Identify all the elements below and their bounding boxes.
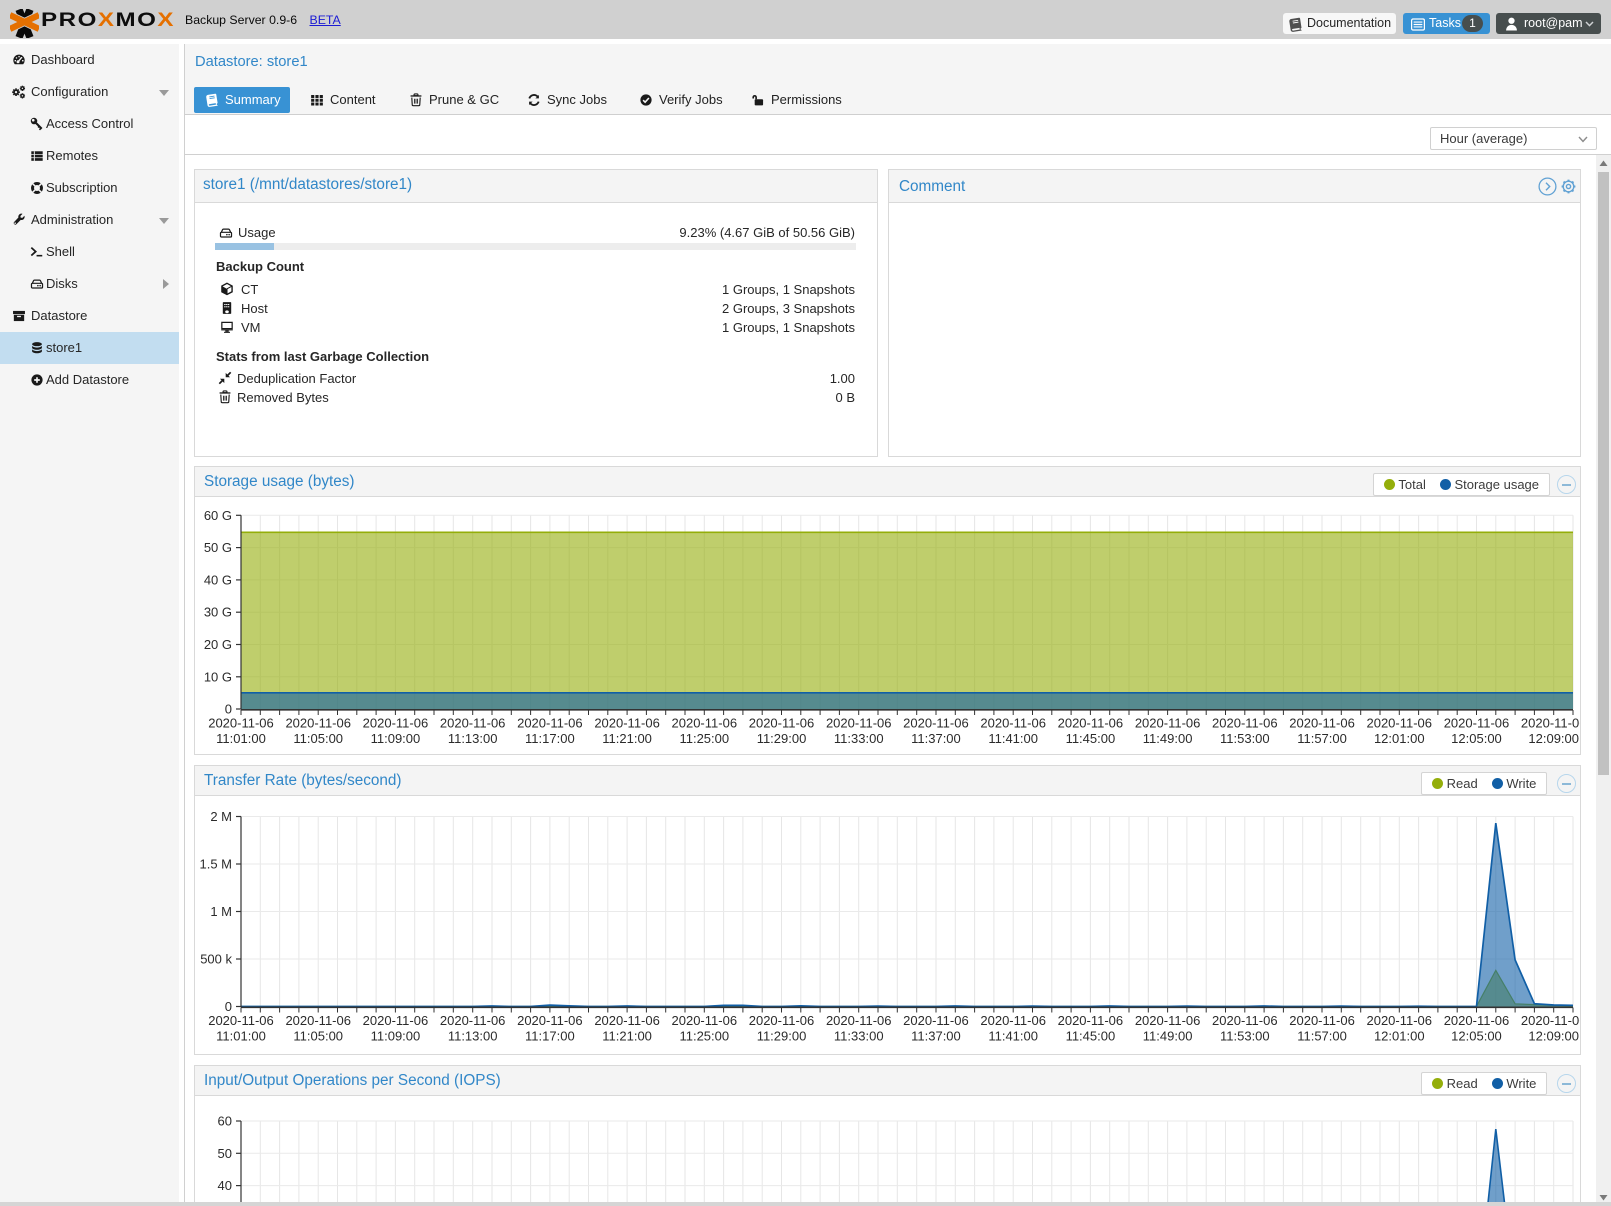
svg-text:11:17:00: 11:17:00 [525, 731, 575, 746]
svg-text:12:09:00: 12:09:00 [1528, 731, 1579, 746]
svg-text:12:05:00: 12:05:00 [1451, 731, 1502, 746]
svg-text:50: 50 [218, 1146, 232, 1161]
svg-text:2020-11-06: 2020-11-06 [440, 716, 506, 731]
svg-text:11:45:00: 11:45:00 [1066, 1029, 1116, 1044]
svg-text:11:33:00: 11:33:00 [834, 1029, 884, 1044]
svg-text:12:01:00: 12:01:00 [1374, 731, 1425, 746]
svg-text:11:25:00: 11:25:00 [679, 731, 729, 746]
svg-text:2020-11-06: 2020-11-06 [749, 1013, 815, 1028]
svg-text:2020-11-06: 2020-11-06 [672, 1013, 738, 1028]
svg-text:2020-11-06: 2020-11-06 [1135, 1013, 1201, 1028]
svg-text:2020-11-06: 2020-11-06 [285, 1013, 351, 1028]
svg-text:2 M: 2 M [210, 809, 232, 824]
svg-text:2020-11-06: 2020-11-06 [363, 1013, 429, 1028]
svg-text:2020-11-06: 2020-11-06 [1444, 1013, 1510, 1028]
svg-text:11:45:00: 11:45:00 [1066, 731, 1116, 746]
svg-text:2020-11-06: 2020-11-06 [517, 716, 583, 731]
svg-text:2020-11-06: 2020-11-06 [208, 1013, 274, 1028]
svg-text:2020-11-06: 2020-11-06 [1212, 1013, 1278, 1028]
svg-text:2020-11-06: 2020-11-06 [903, 716, 969, 731]
svg-text:0: 0 [225, 999, 232, 1014]
svg-text:11:53:00: 11:53:00 [1220, 1029, 1270, 1044]
svg-text:11:13:00: 11:13:00 [448, 1029, 498, 1044]
svg-text:1 M: 1 M [210, 904, 232, 919]
svg-text:1.5 M: 1.5 M [199, 857, 232, 872]
svg-text:11:01:00: 11:01:00 [216, 1029, 266, 1044]
svg-text:12:09:00: 12:09:00 [1528, 1029, 1579, 1044]
svg-text:11:57:00: 11:57:00 [1297, 1029, 1347, 1044]
svg-text:11:37:00: 11:37:00 [911, 731, 961, 746]
svg-text:11:49:00: 11:49:00 [1143, 1029, 1193, 1044]
svg-text:11:41:00: 11:41:00 [988, 731, 1038, 746]
svg-text:2020-11-06: 2020-11-06 [826, 716, 892, 731]
svg-text:2020-11-06: 2020-11-06 [749, 716, 815, 731]
svg-text:2020-11-06: 2020-11-06 [1366, 1013, 1432, 1028]
svg-text:2020-11-06: 2020-11-06 [1521, 716, 1580, 731]
svg-text:11:53:00: 11:53:00 [1220, 731, 1270, 746]
svg-text:2020-11-06: 2020-11-06 [363, 716, 429, 731]
svg-text:11:29:00: 11:29:00 [757, 1029, 807, 1044]
svg-text:11:57:00: 11:57:00 [1297, 731, 1347, 746]
svg-text:2020-11-06: 2020-11-06 [594, 716, 660, 731]
svg-text:12:01:00: 12:01:00 [1374, 1029, 1425, 1044]
svg-text:11:21:00: 11:21:00 [602, 731, 652, 746]
svg-text:50 G: 50 G [204, 540, 232, 555]
svg-text:2020-11-06: 2020-11-06 [1366, 716, 1432, 731]
svg-text:40 G: 40 G [204, 572, 232, 587]
svg-text:11:41:00: 11:41:00 [988, 1029, 1038, 1044]
svg-text:2020-11-06: 2020-11-06 [594, 1013, 660, 1028]
svg-text:12:05:00: 12:05:00 [1451, 1029, 1502, 1044]
svg-text:11:33:00: 11:33:00 [834, 731, 884, 746]
svg-text:11:49:00: 11:49:00 [1143, 731, 1193, 746]
svg-text:2020-11-06: 2020-11-06 [1058, 1013, 1124, 1028]
svg-text:11:37:00: 11:37:00 [911, 1029, 961, 1044]
svg-text:11:21:00: 11:21:00 [602, 1029, 652, 1044]
svg-text:20 G: 20 G [204, 637, 232, 652]
svg-text:2020-11-06: 2020-11-06 [1521, 1013, 1580, 1028]
svg-text:2020-11-06: 2020-11-06 [1212, 716, 1278, 731]
svg-text:2020-11-06: 2020-11-06 [1135, 716, 1201, 731]
svg-text:2020-11-06: 2020-11-06 [1444, 716, 1510, 731]
svg-text:11:09:00: 11:09:00 [371, 731, 421, 746]
svg-text:60 G: 60 G [204, 508, 232, 523]
svg-text:2020-11-06: 2020-11-06 [285, 716, 351, 731]
svg-text:500 k: 500 k [200, 952, 232, 967]
svg-text:2020-11-06: 2020-11-06 [440, 1013, 506, 1028]
svg-text:40: 40 [218, 1178, 232, 1193]
svg-text:2020-11-06: 2020-11-06 [826, 1013, 892, 1028]
svg-text:60: 60 [218, 1114, 232, 1129]
svg-text:2020-11-06: 2020-11-06 [1289, 716, 1355, 731]
svg-text:11:13:00: 11:13:00 [448, 731, 498, 746]
svg-text:2020-11-06: 2020-11-06 [672, 716, 738, 731]
svg-text:11:29:00: 11:29:00 [757, 731, 807, 746]
svg-text:2020-11-06: 2020-11-06 [980, 716, 1046, 731]
svg-text:2020-11-06: 2020-11-06 [980, 1013, 1046, 1028]
svg-text:11:05:00: 11:05:00 [293, 731, 343, 746]
svg-text:2020-11-06: 2020-11-06 [1289, 1013, 1355, 1028]
svg-text:11:25:00: 11:25:00 [679, 1029, 729, 1044]
svg-text:2020-11-06: 2020-11-06 [517, 1013, 583, 1028]
svg-text:11:09:00: 11:09:00 [371, 1029, 421, 1044]
svg-text:11:05:00: 11:05:00 [293, 1029, 343, 1044]
svg-text:10 G: 10 G [204, 669, 232, 684]
svg-text:2020-11-06: 2020-11-06 [1058, 716, 1124, 731]
svg-text:11:01:00: 11:01:00 [216, 731, 266, 746]
svg-text:2020-11-06: 2020-11-06 [208, 716, 274, 731]
svg-text:0: 0 [225, 702, 232, 717]
svg-text:30 G: 30 G [204, 605, 232, 620]
svg-text:11:17:00: 11:17:00 [525, 1029, 575, 1044]
svg-text:2020-11-06: 2020-11-06 [903, 1013, 969, 1028]
